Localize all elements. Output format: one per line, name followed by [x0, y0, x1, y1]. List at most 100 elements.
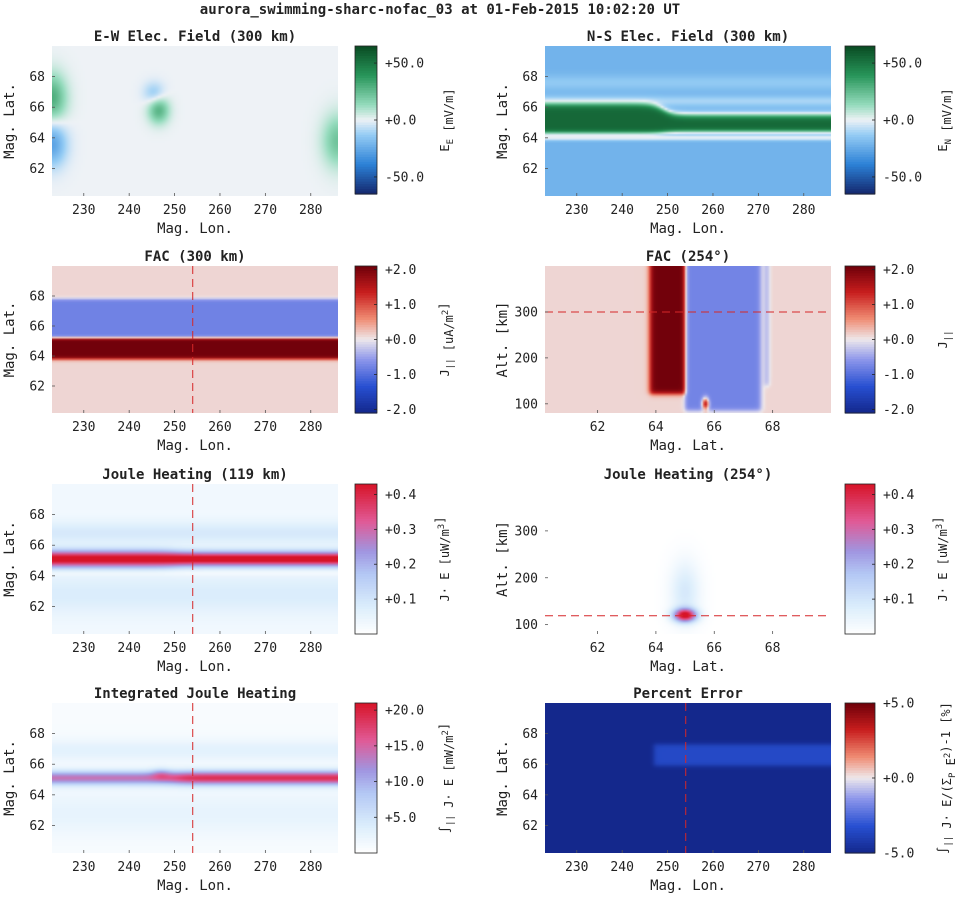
colorbar-step	[845, 609, 875, 613]
colorbar-step	[355, 87, 377, 91]
colorbar-step	[845, 344, 875, 348]
colorbar-step	[845, 755, 875, 759]
colorbar-step	[845, 599, 875, 603]
y-axis-label: Mag. Lat.	[495, 740, 511, 816]
colorbar-step	[355, 835, 377, 839]
colorbar-step	[355, 805, 377, 809]
colorbar-step	[355, 554, 377, 558]
colorbar-step	[845, 514, 875, 518]
colorbar-step	[845, 516, 875, 520]
y-tick-label: 66	[29, 320, 45, 335]
colorbar-step	[355, 302, 377, 306]
colorbar-step	[355, 383, 377, 387]
x-axis-label: Mag. Lon.	[157, 221, 233, 237]
y-tick-label: 62	[522, 819, 538, 834]
colorbar-tick-label: +50.0	[883, 57, 922, 72]
chart-title: Integrated Joule Heating	[94, 686, 296, 702]
colorbar-step	[355, 619, 377, 623]
chart-title: FAC (300 km)	[144, 249, 245, 265]
colorbar-step	[845, 720, 875, 724]
colorbar-step	[845, 349, 875, 353]
colorbar-step	[845, 58, 875, 62]
colorbar-step	[845, 750, 875, 754]
colorbar-step	[355, 278, 377, 282]
colorbar-step	[845, 484, 875, 488]
colorbar-step	[845, 305, 875, 309]
colorbar-step	[355, 378, 377, 382]
colorbar-tick-label: +1.0	[385, 298, 416, 313]
chart-title: FAC (254°)	[646, 249, 730, 265]
colorbar-step	[845, 92, 875, 96]
colorbar-step	[355, 75, 377, 79]
chart-int_joule: Integrated Joule Heating 230 240 250 260 270 2…	[2, 686, 456, 894]
x-axis-label: Mag. Lon.	[650, 221, 726, 237]
colorbar-step	[355, 621, 377, 625]
colorbar-step	[845, 803, 875, 807]
colorbar-step	[845, 154, 875, 158]
colorbar-step	[845, 53, 875, 57]
colorbar-step	[845, 334, 875, 338]
colorbar-step	[355, 830, 377, 834]
colorbar-step	[845, 117, 875, 121]
colorbar-step	[845, 315, 875, 319]
colorbar-step	[845, 381, 875, 385]
y-tick-label: 200	[515, 571, 538, 586]
x-axis-label: Mag. Lon.	[157, 438, 233, 454]
colorbar-step	[845, 368, 875, 372]
colorbar-step	[845, 715, 875, 719]
colorbar-step	[355, 720, 377, 724]
colorbar-step	[845, 115, 875, 119]
heatmap-image	[52, 46, 338, 196]
colorbar-step	[355, 292, 377, 296]
colorbar-step	[355, 166, 377, 170]
colorbar-step	[845, 137, 875, 141]
colorbar-step	[355, 778, 377, 782]
colorbar-step	[355, 561, 377, 565]
colorbar-step	[355, 147, 377, 151]
colorbar-step	[845, 181, 875, 185]
colorbar-step	[845, 75, 875, 79]
x-tick-label: 260	[208, 860, 231, 875]
colorbar-step	[355, 808, 377, 812]
colorbar-step	[845, 327, 875, 331]
colorbar-step	[845, 753, 875, 757]
colorbar-step	[845, 619, 875, 623]
colorbar-step	[845, 544, 875, 548]
x-tick-label: 280	[299, 641, 322, 656]
colorbar-step	[845, 322, 875, 326]
colorbar-tick-label: +2.0	[385, 263, 416, 278]
colorbar-tick-label: +2.0	[883, 263, 914, 278]
colorbar-step	[355, 591, 377, 595]
colorbar-tick-label: +0.3	[883, 523, 914, 538]
colorbar-step	[355, 604, 377, 608]
x-tick-label: 280	[792, 203, 815, 218]
colorbar-step	[845, 813, 875, 817]
y-axis-label: Mag. Lat.	[495, 83, 511, 159]
colorbar-step	[845, 773, 875, 777]
colorbar-step	[845, 278, 875, 282]
colorbar-step	[355, 339, 377, 343]
x-tick-label: 280	[792, 860, 815, 875]
colorbar-step	[845, 48, 875, 52]
chart-title: Joule Heating (119 km)	[102, 467, 287, 483]
colorbar-step	[355, 840, 377, 844]
colorbar-tick-label: +0.3	[385, 523, 416, 538]
colorbar-step	[355, 285, 377, 289]
x-tick-label: 260	[208, 641, 231, 656]
colorbar-step	[355, 566, 377, 570]
colorbar-step	[355, 708, 377, 712]
colorbar-step	[845, 496, 875, 500]
chart-joule_254: Joule Heating (254°) 62 64 66 68 100 200 300 Mag…	[495, 467, 950, 675]
colorbar-step	[355, 161, 377, 165]
colorbar-label: EE [mV/m]	[438, 88, 456, 151]
colorbar-step	[845, 95, 875, 99]
colorbar-step	[355, 68, 377, 72]
y-tick-label: 68	[29, 727, 45, 742]
colorbar-step	[355, 571, 377, 575]
x-tick-label: 230	[72, 203, 95, 218]
colorbar-step	[355, 176, 377, 180]
colorbar-step	[355, 344, 377, 348]
x-tick-label: 250	[163, 641, 186, 656]
colorbar-step	[845, 820, 875, 824]
y-tick-label: 62	[522, 162, 538, 177]
